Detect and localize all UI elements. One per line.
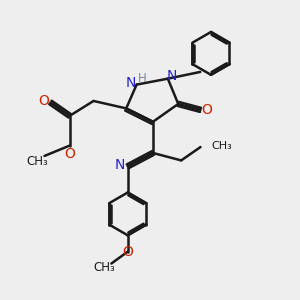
Text: N: N <box>126 76 136 90</box>
Text: CH₃: CH₃ <box>26 155 48 168</box>
Text: O: O <box>122 245 133 259</box>
Text: H: H <box>138 72 146 85</box>
Text: CH₃: CH₃ <box>93 262 115 275</box>
Text: CH₃: CH₃ <box>212 140 232 151</box>
Text: O: O <box>202 103 212 118</box>
Text: O: O <box>38 94 49 108</box>
Text: N: N <box>115 158 125 172</box>
Text: O: O <box>64 147 75 161</box>
Text: N: N <box>166 69 177 83</box>
